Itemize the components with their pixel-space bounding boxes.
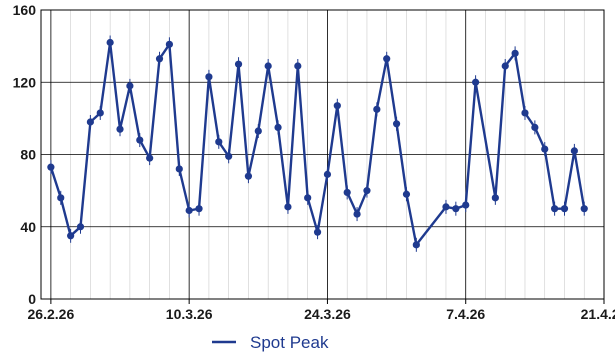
data-point	[551, 205, 559, 213]
data-point	[284, 203, 292, 211]
data-point	[442, 203, 450, 211]
data-point	[363, 187, 371, 195]
data-point	[264, 62, 272, 70]
data-point	[225, 152, 233, 160]
data-point	[67, 232, 75, 240]
data-point	[541, 145, 549, 153]
data-point	[343, 188, 351, 197]
y-tick-label: 40	[20, 219, 36, 235]
x-tick-label: 7.4.26	[446, 306, 485, 322]
data-point	[274, 123, 282, 132]
data-point	[560, 205, 569, 213]
x-tick-label: 26.2.26	[28, 306, 75, 322]
data-point	[47, 163, 55, 171]
data-point	[175, 165, 183, 173]
data-point	[580, 205, 588, 213]
plot-frame	[40, 9, 605, 300]
data-point	[205, 73, 213, 81]
data-point	[106, 38, 114, 47]
x-tick-label: 24.3.26	[304, 306, 351, 322]
legend-label-spot-peak: Spot Peak	[250, 333, 329, 352]
data-point	[402, 190, 411, 198]
data-point	[165, 40, 174, 48]
data-point	[383, 55, 391, 63]
data-point	[76, 223, 85, 231]
data-point	[215, 138, 223, 146]
data-point	[313, 228, 322, 236]
data-point	[491, 194, 499, 202]
data-point	[126, 82, 134, 90]
x-tick-label: 10.3.26	[166, 306, 213, 322]
data-point	[195, 205, 203, 213]
data-point	[353, 210, 361, 218]
data-point	[304, 194, 312, 202]
data-point	[521, 109, 529, 117]
data-point	[96, 109, 104, 117]
data-point	[570, 147, 578, 155]
data-point	[146, 154, 154, 162]
data-point	[136, 136, 144, 144]
data-point	[511, 49, 519, 57]
series-layer	[47, 35, 588, 252]
grid-layer	[41, 9, 605, 300]
data-point	[254, 127, 262, 135]
data-point	[462, 201, 470, 209]
data-point	[244, 172, 253, 180]
axis-layer: 0 40 80 120 160 26.2.26 10.3.26 24.3.26 7.4.26 21…	[13, 2, 615, 322]
chart-legend: Spot Peak	[212, 333, 329, 352]
y-tick-label: 80	[20, 147, 36, 163]
data-point	[501, 62, 509, 70]
y-tick-label: 120	[13, 74, 37, 90]
data-point	[333, 102, 341, 110]
series-line-spot-peak	[49, 41, 586, 247]
data-point	[116, 125, 124, 133]
data-point	[452, 205, 460, 213]
y-tick-label: 160	[13, 2, 37, 18]
data-point	[373, 105, 381, 113]
data-point	[155, 55, 164, 63]
data-point	[323, 170, 332, 178]
data-point	[185, 206, 193, 215]
data-point	[392, 120, 401, 128]
data-point	[471, 78, 480, 86]
y-tick-label: 0	[28, 291, 36, 307]
data-point	[57, 194, 65, 202]
x-tick-label: 21.4.26	[581, 306, 615, 322]
data-point	[531, 123, 539, 132]
data-point	[294, 62, 302, 70]
data-point	[412, 241, 420, 249]
data-point	[86, 118, 94, 126]
data-point	[234, 60, 243, 68]
